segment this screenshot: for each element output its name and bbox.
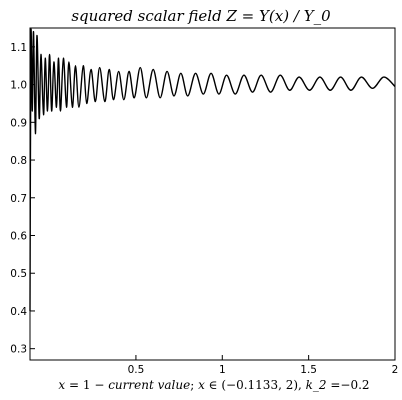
xlabel-part: x xyxy=(58,378,65,392)
y-tick-label: 0.4 xyxy=(10,306,27,318)
y-tick-label: 0.8 xyxy=(10,155,27,167)
title-part: x xyxy=(275,7,284,25)
y-tick-label: 1.0 xyxy=(10,80,27,92)
x-tick-label: 0.5 xyxy=(128,364,145,376)
xlabel-part: x xyxy=(198,378,205,392)
xlabel-part: k_2 xyxy=(306,378,327,392)
y-tick-label: 0.6 xyxy=(10,231,27,243)
title-part: Z xyxy=(225,7,237,25)
y-tick-label: 0.9 xyxy=(10,117,27,129)
xlabel-part: =−0.2 xyxy=(327,378,370,392)
x-tick-label: 2 xyxy=(392,364,399,376)
title-part: ) / xyxy=(282,7,303,25)
y-tick-label: 0.3 xyxy=(10,344,27,356)
chart-title: squared scalar field Z = Y(x) / Y_0 xyxy=(71,7,331,25)
series-line xyxy=(29,28,396,311)
title-part: squared scalar field xyxy=(71,7,226,25)
xlabel-part: current value xyxy=(108,378,190,392)
ticks xyxy=(30,46,396,360)
title-part: = xyxy=(237,7,259,25)
xlabel-part: ∈ (−0.1133, 2), xyxy=(205,378,306,392)
title-part: ( xyxy=(269,7,276,25)
y-tick-label: 1.1 xyxy=(10,42,27,54)
tick-labels: 0.5 1 1.5 2 0.3 0.4 0.5 0.6 0.7 0.8 0.9 1.0 1.1 xyxy=(10,42,398,376)
x-axis-label: x = 1 − current value; x ∈ (−0.1133, 2),… xyxy=(58,378,369,392)
x-tick-label: 1.5 xyxy=(300,364,317,376)
y-tick-label: 0.7 xyxy=(10,193,27,205)
title-part: Y xyxy=(259,7,271,25)
title-part: Y_0 xyxy=(304,7,331,25)
xlabel-part: = 1 − xyxy=(65,378,108,392)
y-tick-label: 0.5 xyxy=(10,268,27,280)
xlabel-part: ; xyxy=(190,378,198,392)
x-tick-label: 1 xyxy=(219,364,226,376)
